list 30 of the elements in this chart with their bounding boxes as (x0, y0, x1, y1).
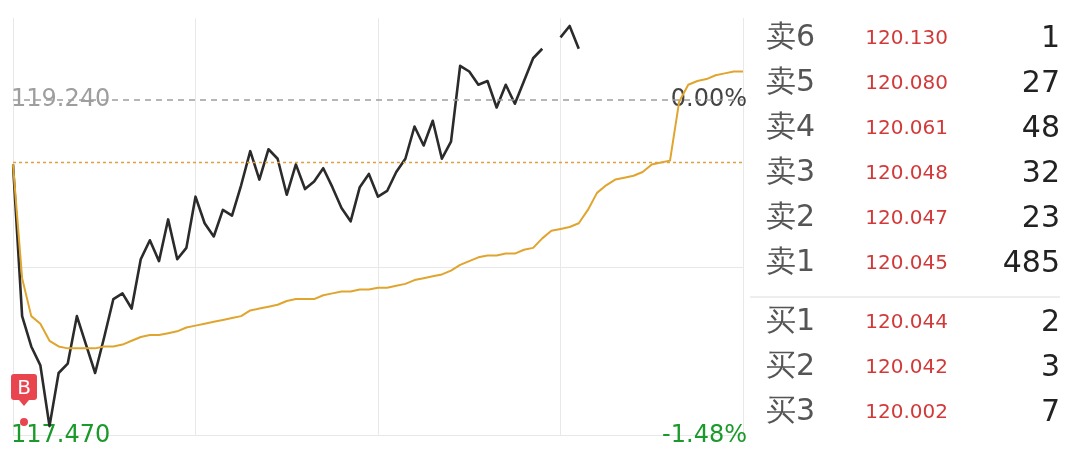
text: 买1 (765, 301, 817, 339)
text: 48 (1020, 109, 1060, 144)
text: 120.048 (865, 159, 950, 184)
text: 23 (1020, 199, 1060, 234)
y2-tick-label: -1.48% (662, 419, 747, 448)
text: 120.042 (865, 353, 950, 378)
text: 120.080 (865, 69, 950, 94)
annotation: B (11, 374, 37, 400)
text: 120.130 (865, 24, 950, 49)
text: 120.061 (865, 114, 950, 139)
text: 32 (1020, 154, 1060, 189)
text: 7 (1039, 393, 1060, 428)
text: 27 (1020, 64, 1060, 99)
y-tick-label: 119.240 (11, 84, 111, 113)
text: 卖4 (765, 107, 817, 145)
text: 买2 (765, 346, 817, 384)
text: 2 (1039, 303, 1060, 338)
text: 卖3 (765, 152, 817, 190)
text: 120.047 (865, 204, 950, 229)
text: 485 (1001, 244, 1060, 279)
text: 3 (1039, 348, 1060, 383)
text: 卖5 (765, 62, 817, 100)
text: 1 (1039, 19, 1060, 54)
text: 卖2 (765, 197, 817, 235)
text: 120.045 (865, 249, 950, 274)
text: 120.044 (865, 308, 950, 333)
text: 120.002 (865, 398, 950, 423)
text: 买3 (765, 391, 817, 429)
text: 卖6 (765, 17, 817, 55)
text: 卖1 (765, 242, 817, 280)
